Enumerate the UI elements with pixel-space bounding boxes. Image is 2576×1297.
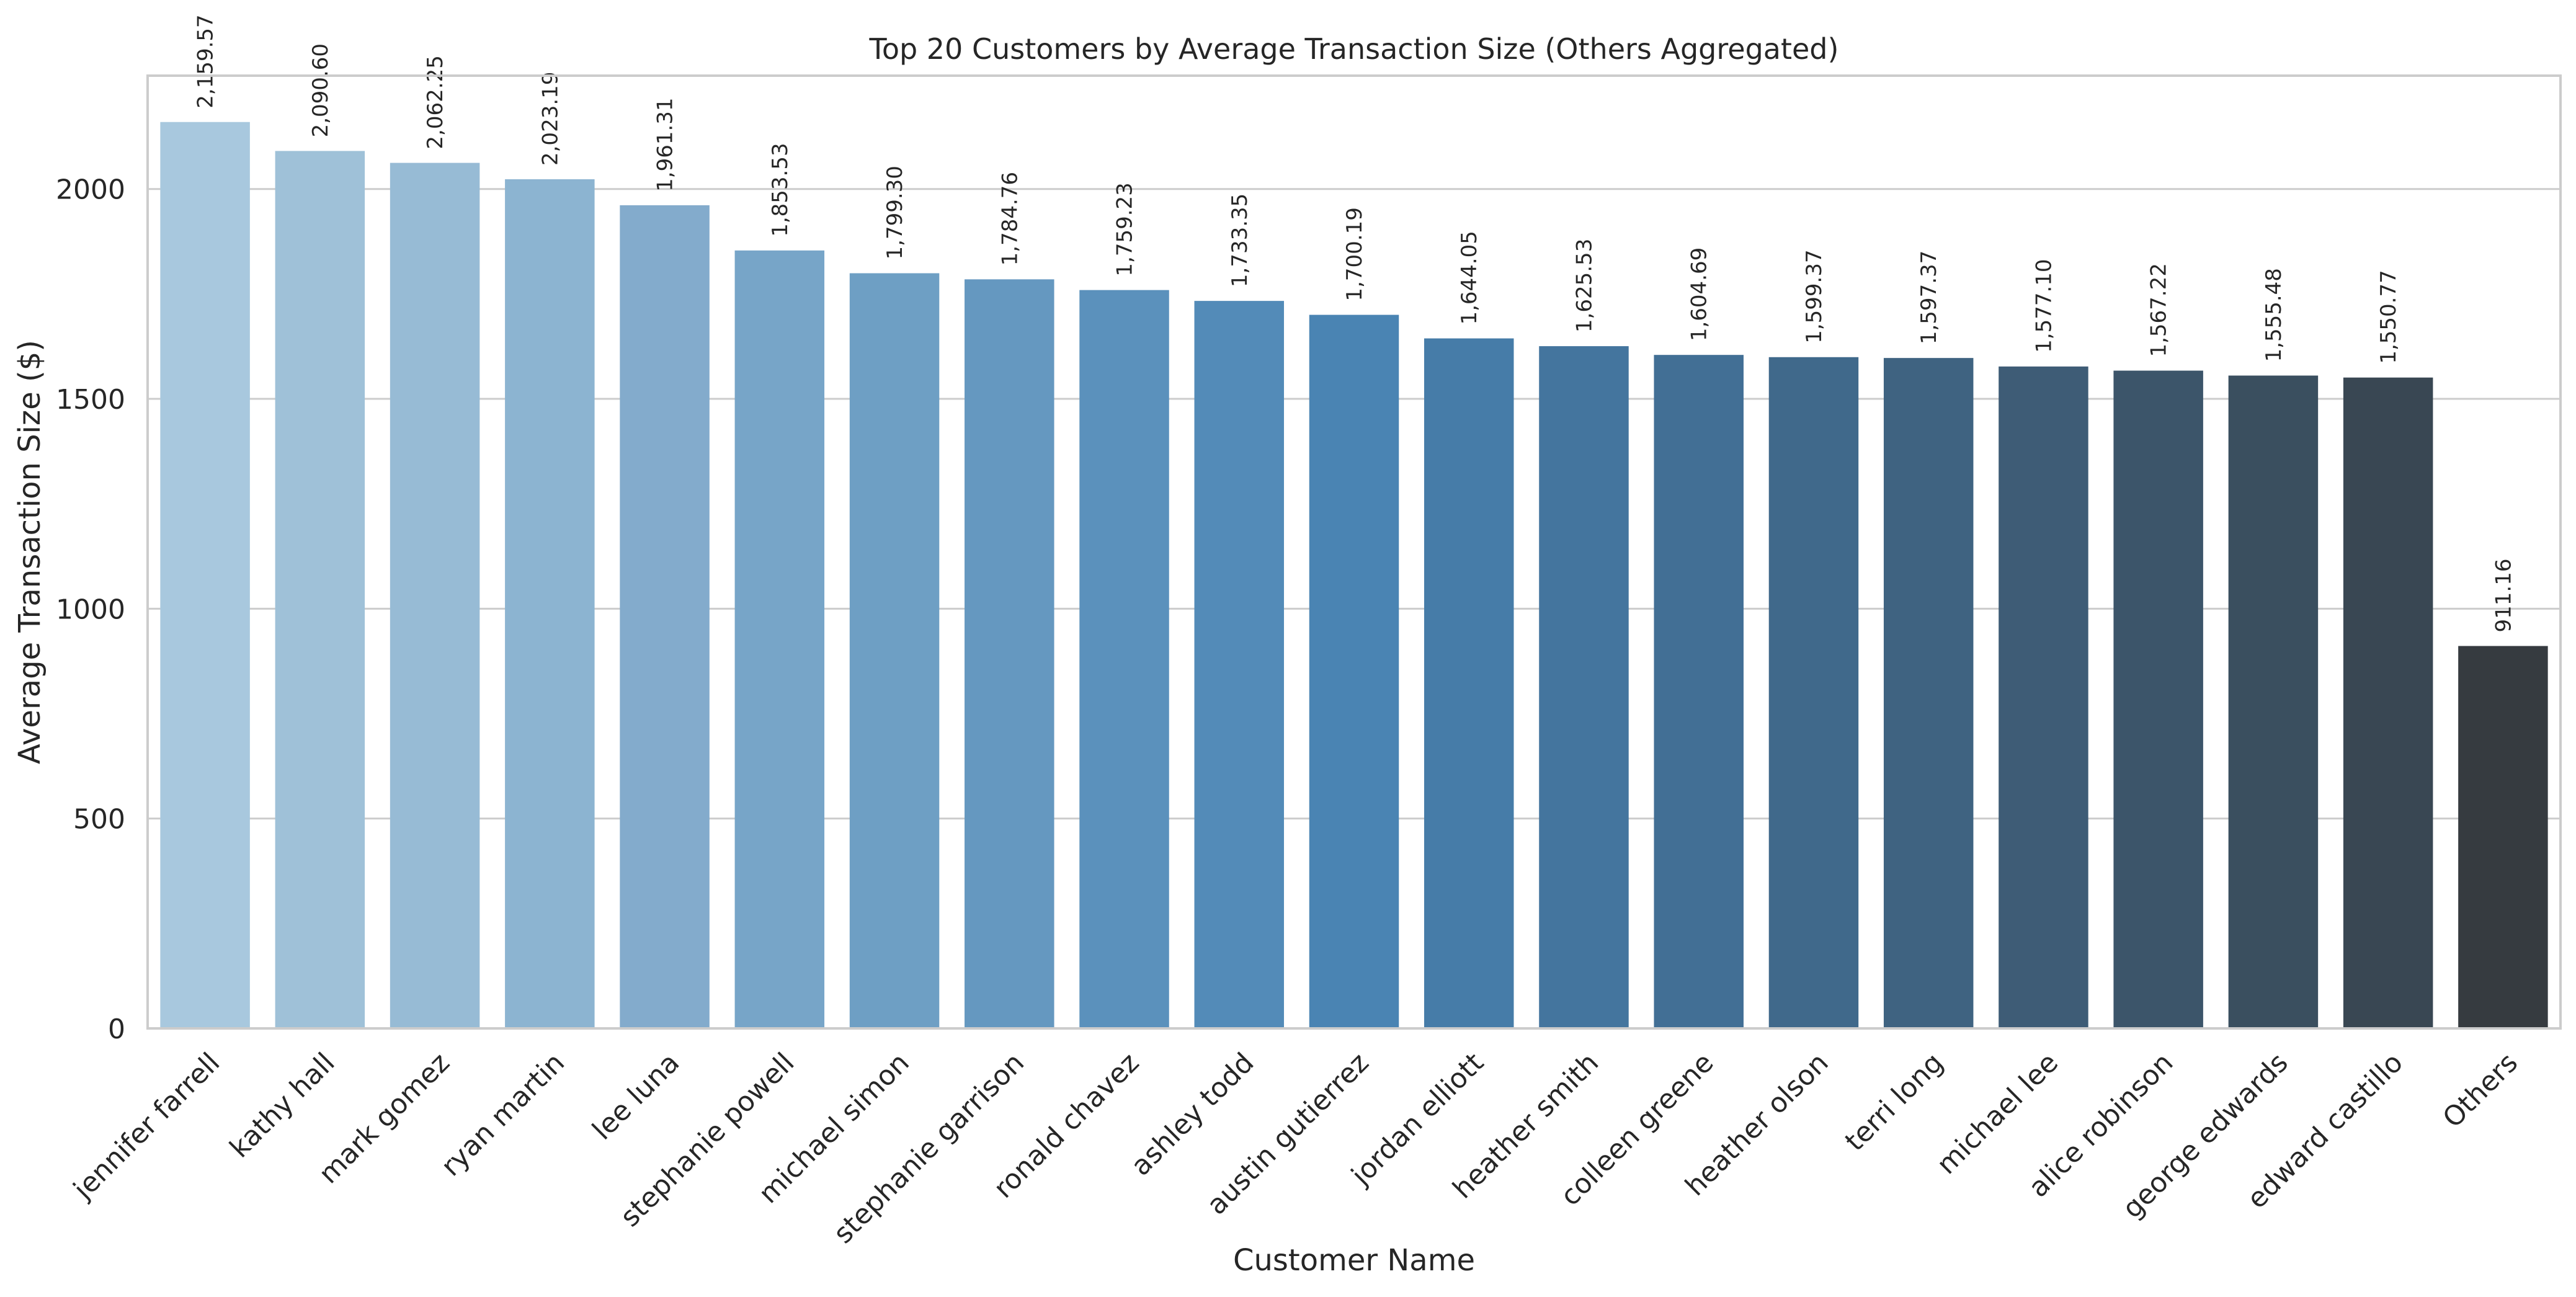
bar — [1539, 346, 1629, 1028]
bar — [1194, 301, 1285, 1029]
y-tick-label: 0 — [108, 1014, 125, 1045]
data-label: 1,700.19 — [1342, 207, 1367, 301]
data-label: 2,062.25 — [423, 55, 448, 149]
data-label: 2,159.57 — [194, 14, 218, 108]
bar — [849, 273, 940, 1028]
y-tick-label: 1000 — [56, 594, 125, 625]
chart-title: Top 20 Customers by Average Transaction … — [869, 32, 1839, 66]
data-label: 1,577.10 — [2031, 259, 2056, 352]
bar — [965, 279, 1054, 1028]
data-label: 1,759.23 — [1113, 182, 1138, 276]
bars — [160, 122, 2548, 1029]
data-label: 1,784.76 — [997, 172, 1022, 265]
data-label: 2,090.60 — [308, 43, 333, 137]
bar — [734, 250, 825, 1029]
data-label: 2,023.19 — [538, 72, 563, 166]
bar — [1079, 290, 1169, 1028]
data-label: 1,555.48 — [2262, 268, 2286, 362]
bar — [1883, 358, 1974, 1028]
bar — [1424, 338, 1514, 1028]
bar — [1309, 314, 1399, 1028]
y-tick-label: 2000 — [56, 174, 125, 206]
y-tick-label: 1500 — [56, 384, 125, 416]
data-label: 1,625.53 — [1572, 239, 1597, 332]
bar — [1768, 357, 1859, 1028]
data-label: 1,853.53 — [768, 143, 793, 236]
y-axis-label: Average Transaction Size ($) — [12, 340, 47, 764]
data-label: 1,733.35 — [1228, 194, 1252, 287]
bar — [620, 205, 710, 1028]
bar — [2458, 646, 2548, 1028]
data-label: 1,567.22 — [2147, 263, 2172, 357]
x-axis-label: Customer Name — [1233, 1243, 1475, 1278]
data-label: 1,799.30 — [883, 166, 907, 259]
bar — [390, 163, 480, 1028]
bar — [1654, 355, 1744, 1028]
data-label: 1,550.77 — [2376, 270, 2401, 363]
bar — [2228, 375, 2319, 1028]
data-label: 1,604.69 — [1687, 247, 1712, 341]
bar — [275, 151, 365, 1029]
data-label: 1,599.37 — [1802, 249, 1827, 343]
y-tick-labels: 0 500 1000 1500 2000 — [56, 174, 125, 1045]
bar — [2113, 370, 2203, 1028]
data-label: 1,597.37 — [1917, 251, 1941, 344]
y-tick-label: 500 — [73, 804, 125, 836]
data-labels: 2,159.57 2,090.60 2,062.25 2,023.19 1,961.31… — [194, 14, 2516, 632]
data-label: 911.16 — [2491, 558, 2516, 632]
plot-frame — [146, 74, 2562, 1030]
bar — [505, 179, 595, 1028]
bar — [2343, 377, 2433, 1028]
bar — [1999, 366, 2088, 1028]
bar — [160, 122, 250, 1029]
data-label: 1,644.05 — [1457, 231, 1482, 324]
data-label: 1,961.31 — [653, 97, 678, 191]
